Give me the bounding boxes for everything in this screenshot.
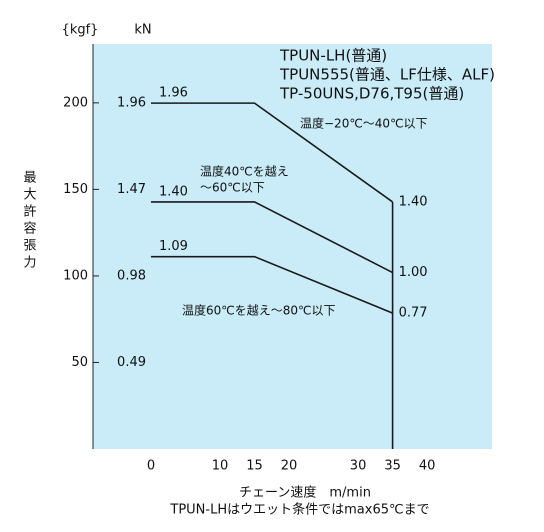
y-tick-label: 1.47 bbox=[117, 182, 146, 197]
x-tick-label: 40 bbox=[419, 459, 436, 474]
x-axis-label: チェーン速度 m/min bbox=[239, 485, 371, 501]
y-axis-label: 大 bbox=[23, 188, 36, 203]
x-tick-label: 15 bbox=[246, 459, 263, 474]
title-line: TPUN555(普通、LF仕様、ALF) bbox=[279, 66, 495, 84]
y-axis-label: 許 bbox=[23, 205, 36, 220]
y2-tick-label: 50 bbox=[71, 355, 88, 370]
series-line bbox=[150, 102, 394, 203]
y-axis-label: 力 bbox=[23, 256, 36, 271]
data-label: 0.77 bbox=[399, 306, 428, 321]
y-unit: kN bbox=[134, 23, 151, 38]
y2-unit: {kgf} bbox=[62, 23, 99, 38]
annotation: 〜60℃以下 bbox=[200, 181, 265, 195]
x-tick-label: 30 bbox=[350, 459, 367, 474]
title-line: TPUN-LH(普通) bbox=[279, 47, 387, 65]
note: TPUN-LHはウエット条件ではmax65℃まで bbox=[169, 502, 429, 518]
y2-tick-label: 150 bbox=[63, 182, 88, 197]
series-line bbox=[150, 201, 393, 274]
y-tick-label: 0.98 bbox=[117, 269, 146, 284]
y2-tick-label: 200 bbox=[63, 95, 88, 110]
title-line: TP-50UNS,D76,T95(普通) bbox=[279, 85, 464, 103]
data-label: 1.00 bbox=[399, 265, 428, 280]
x-tick-label: 35 bbox=[384, 459, 401, 474]
y2-tick-label: 100 bbox=[63, 268, 88, 283]
x-tick-label: 20 bbox=[281, 459, 298, 474]
data-label: 1.40 bbox=[399, 194, 428, 209]
plot-area bbox=[93, 44, 492, 449]
x-tick-label: 0 bbox=[147, 459, 155, 474]
data-label: 1.40 bbox=[159, 184, 188, 199]
data-label: 1.09 bbox=[159, 239, 188, 254]
annotation: 温度−20℃〜40℃以下 bbox=[300, 116, 428, 131]
y-tick-label: 0.49 bbox=[117, 355, 146, 370]
series-line bbox=[150, 255, 393, 314]
x-tick-label: 10 bbox=[212, 459, 229, 474]
y-axis-label: 張 bbox=[23, 239, 36, 254]
y-axis-label: 容 bbox=[23, 221, 36, 237]
y-tick-label: 1.96 bbox=[117, 96, 146, 111]
data-label: 1.96 bbox=[159, 86, 188, 101]
annotation: 温度40℃を越え bbox=[200, 164, 289, 179]
annotation: 温度60℃を越え〜80℃以下 bbox=[182, 303, 336, 318]
y-axis-label: 最 bbox=[23, 171, 36, 186]
